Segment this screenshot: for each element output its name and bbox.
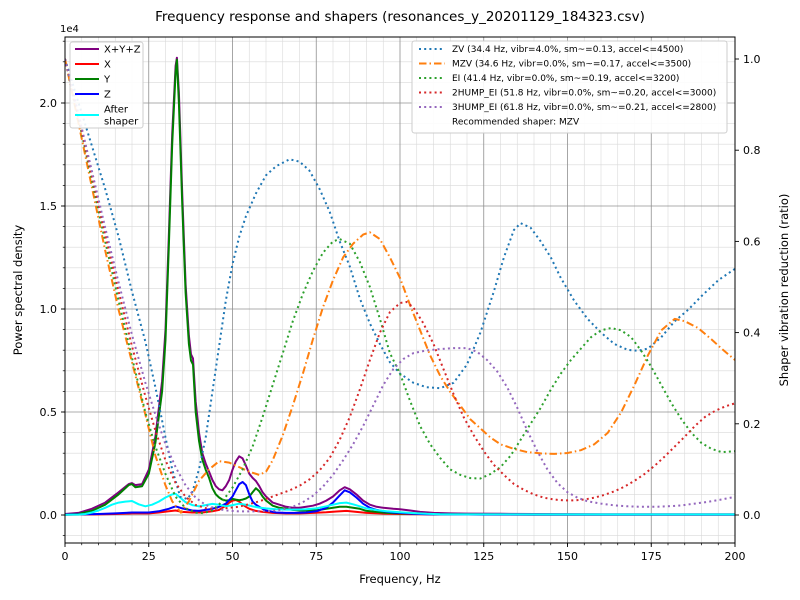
y-left-tick-label: 0.5 xyxy=(40,406,58,419)
legend-recommended-shaper: Recommended shaper: MZV xyxy=(452,118,580,128)
after-shaper-curve xyxy=(65,492,735,516)
legend-label-z: Z xyxy=(104,90,111,101)
y-left-tick-label: 1.0 xyxy=(40,303,58,316)
legend-label-x: X xyxy=(104,60,111,71)
tick-layer xyxy=(61,40,739,547)
y-left-tick-label: 1.5 xyxy=(40,200,58,213)
mzv-curve xyxy=(65,58,735,514)
legend-label-y: Y xyxy=(103,75,111,86)
shaper-curves-layer xyxy=(65,58,735,515)
3hump-ei-curve xyxy=(65,58,735,513)
y-right-axis-label: Shaper vibration reduction (ratio) xyxy=(777,194,791,387)
zv-curve xyxy=(65,58,735,500)
y-right-tick-label: 0.2 xyxy=(743,418,761,431)
x-tick-label: 50 xyxy=(226,550,240,563)
legend-label-after-shaper: shaper xyxy=(104,117,139,128)
tick-label-layer: 0 25 50 75 100 125 150 175 200 0.0 0.5 1.0 1.5 2.0 0.0… xyxy=(40,53,761,563)
y-right-tick-label: 0.8 xyxy=(743,144,761,157)
y-right-tick-label: 1.0 xyxy=(743,53,761,66)
legend-label-2hump-ei: 2HUMP_EI (51.8 Hz, vibr=0.0%, sm~=0.20, … xyxy=(452,89,716,99)
y-right-tick-label: 0.4 xyxy=(743,327,761,340)
legend-label-after-shaper: After xyxy=(104,105,129,116)
y-curve xyxy=(65,58,735,516)
y-right-tick-label: 0.0 xyxy=(743,509,761,522)
x-tick-label: 100 xyxy=(390,550,411,563)
y-right-tick-label: 0.6 xyxy=(743,235,761,248)
chart-title: Frequency response and shapers (resonanc… xyxy=(155,9,645,25)
legend-shapers: ZV (34.4 Hz, vibr=4.0%, sm~=0.13, accel<… xyxy=(411,40,728,134)
legend-label-ei: EI (41.4 Hz, vibr=0.0%, sm~=0.19, accel<… xyxy=(452,74,679,84)
y-left-axis-label: Power spectral density xyxy=(11,225,25,356)
2hump-ei-curve xyxy=(65,58,735,511)
y-left-offset-text: 1e4 xyxy=(60,24,79,35)
legend-label-x-y-z: X+Y+Z xyxy=(104,45,141,56)
legend-label-mzv: MZV (34.6 Hz, vibr=0.0%, sm~=0.17, accel… xyxy=(452,60,691,70)
x-axis-label: Frequency, Hz xyxy=(359,572,440,586)
y-left-tick-label: 0.0 xyxy=(40,509,58,522)
x-tick-label: 150 xyxy=(557,550,578,563)
x-tick-label: 200 xyxy=(725,550,746,563)
x-tick-label: 0 xyxy=(62,550,69,563)
legend-shapers-box xyxy=(411,40,728,134)
x-tick-label: 175 xyxy=(641,550,662,563)
x-tick-label: 75 xyxy=(309,550,323,563)
x-tick-label: 125 xyxy=(473,550,494,563)
x-tick-label: 25 xyxy=(142,550,156,563)
psd-curves-layer xyxy=(65,56,735,516)
y-left-tick-label: 2.0 xyxy=(40,97,58,110)
legend-label-3hump-ei: 3HUMP_EI (61.8 Hz, vibr=0.0%, sm~=0.21, … xyxy=(452,103,716,113)
legend-label-zv: ZV (34.4 Hz, vibr=4.0%, sm~=0.13, accel<… xyxy=(452,45,683,55)
x-curve xyxy=(65,499,735,516)
